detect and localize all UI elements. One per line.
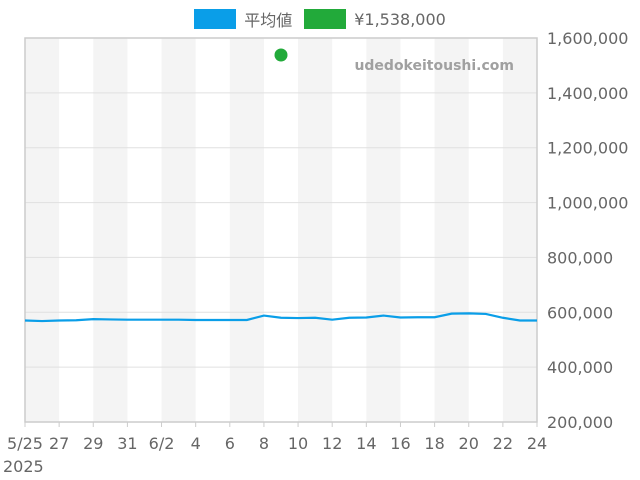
band xyxy=(229,38,264,422)
watermark: udedokeitoushi.com xyxy=(354,58,514,74)
x-tick-label: 4 xyxy=(191,434,201,453)
y-tick-label: 800,000 xyxy=(547,248,613,267)
x-tick-label: 20 xyxy=(459,434,479,453)
price-points xyxy=(274,48,288,62)
band xyxy=(25,38,60,422)
legend-swatch-price[interactable] xyxy=(304,9,347,29)
x-tick-label: 6/2 xyxy=(149,434,175,453)
y-tick-label: 1,200,000 xyxy=(547,139,628,158)
y-tick-label: 600,000 xyxy=(547,303,613,322)
average-line xyxy=(24,312,537,323)
band xyxy=(502,38,537,422)
y-tick-label: 200,000 xyxy=(547,413,613,432)
legend-label-average: 平均値 xyxy=(244,11,293,30)
y-tick-label: 1,600,000 xyxy=(547,29,628,48)
y-tick-label: 1,400,000 xyxy=(547,84,628,103)
x-tick-label: 8 xyxy=(259,434,269,453)
band xyxy=(434,38,469,422)
x-tick-label: 29 xyxy=(83,434,103,453)
band xyxy=(161,38,196,422)
x-tick-label: 14 xyxy=(356,434,376,453)
x-tick-label: 22 xyxy=(493,434,513,453)
y-tick-label: 400,000 xyxy=(547,358,613,377)
x-tick-label: 16 xyxy=(390,434,410,453)
price-point[interactable] xyxy=(274,48,288,62)
y-tick-label: 1,000,000 xyxy=(547,194,628,213)
legend-swatch-average[interactable] xyxy=(194,9,237,29)
x-year-label: 2025 xyxy=(3,457,44,476)
plot-frame xyxy=(24,37,538,423)
x-tick-label: 18 xyxy=(424,434,444,453)
legend-label-price: ¥1,538,000 xyxy=(354,9,446,29)
x-tick-label: 31 xyxy=(117,434,137,453)
y-axis: 200,000 400,000 600,000 800,000 1,000,000 1,2… xyxy=(547,29,628,432)
x-tick-label: 12 xyxy=(322,434,342,453)
chart-legend: 平均値 ¥1,538,000 xyxy=(0,8,640,30)
x-tick-label: 5/25 xyxy=(7,434,43,453)
alternating-bands xyxy=(25,38,537,422)
x-tick-label: 24 xyxy=(527,434,547,453)
band xyxy=(93,38,128,422)
x-tick-label: 27 xyxy=(49,434,69,453)
x-axis: 5/25 27 29 31 6/2 4 6 8 10 12 14 16 18 20 22 24 2025 xyxy=(3,422,547,476)
band xyxy=(298,38,333,422)
x-tick-label: 6 xyxy=(225,434,235,453)
x-tick-label: 10 xyxy=(288,434,308,453)
band xyxy=(366,38,401,422)
